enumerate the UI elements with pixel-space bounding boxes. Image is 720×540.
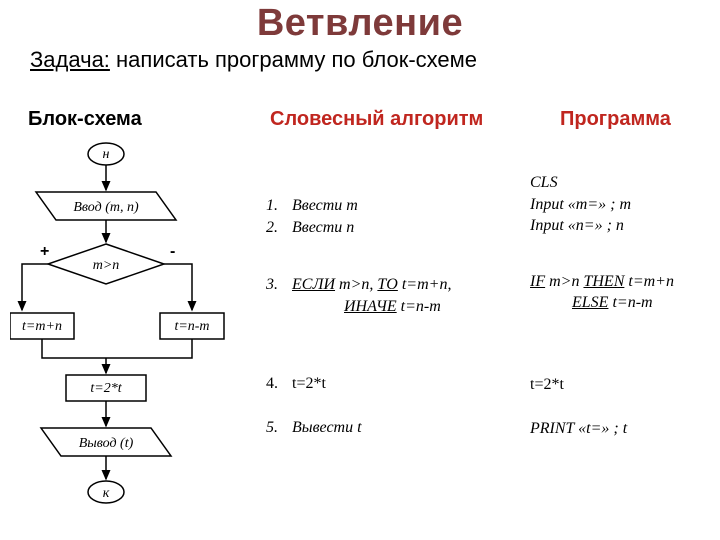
- prog-cond: m>n: [549, 273, 579, 290]
- prog-block-1: CLS Input «m=» ; m Input «n=» ; n: [530, 172, 720, 237]
- alg-step-2: 2. Ввести n: [266, 217, 526, 239]
- alg-else-expr: t=n-m: [401, 298, 441, 315]
- prog-line: CLS: [530, 172, 720, 194]
- task-label: Задача:: [30, 47, 110, 72]
- kw-then: THEN: [583, 273, 624, 290]
- alg-cond: m>n,: [339, 276, 373, 293]
- edge: [106, 339, 192, 358]
- prog-line: t=2*t: [530, 376, 564, 393]
- prog-line: PRINT «t=» ; t: [530, 420, 627, 437]
- col-header-program: Программа: [560, 108, 671, 131]
- alg-step-3: 3. ЕСЛИ m>n, ТО t=m+n, ИНАЧЕ t=n-m: [266, 274, 526, 317]
- alg-text: ЕСЛИ m>n, ТО t=m+n, ИНАЧЕ t=n-m: [292, 274, 451, 317]
- verbal-algorithm: 1. Ввести m 2. Ввести n 3. ЕСЛИ m>n, ТО …: [266, 195, 526, 439]
- alg-num: 1.: [266, 195, 292, 217]
- task-rest: написать программу по блок-схеме: [110, 47, 477, 72]
- program-code: CLS Input «m=» ; m Input «n=» ; n IF m>n…: [530, 172, 720, 439]
- node-left-label: t=m+n: [22, 319, 62, 334]
- col-header-flowchart: Блок-схема: [28, 108, 142, 131]
- node-decision-label: m>n: [93, 258, 120, 273]
- kw-if: IF: [530, 273, 545, 290]
- node-right-label: t=n-m: [174, 319, 209, 334]
- kw-then: ТО: [377, 276, 397, 293]
- alg-text: Вывести t: [292, 417, 362, 439]
- node-end-label: к: [103, 486, 110, 501]
- alg-step-1: 1. Ввести m: [266, 195, 526, 217]
- task-line: Задача: написать программу по блок-схеме: [0, 47, 720, 73]
- alg-step-4: 4. t=2*t: [266, 373, 526, 395]
- alg-num: 4.: [266, 373, 292, 395]
- node-mult-label: t=2*t: [90, 381, 122, 396]
- prog-block-2: IF m>n THEN t=m+n ELSE t=n-m: [530, 271, 720, 314]
- prog-then: t=m+n: [628, 273, 674, 290]
- alg-text: t=2*t: [292, 373, 326, 395]
- alg-text: Ввести n: [292, 217, 354, 239]
- edge: [22, 264, 48, 310]
- decision-plus: +: [40, 243, 49, 260]
- prog-block-4: PRINT «t=» ; t: [530, 418, 720, 440]
- node-output-label: Вывод (t): [79, 436, 134, 451]
- decision-minus: -: [170, 243, 175, 260]
- alg-then-expr: t=m+n,: [402, 276, 452, 293]
- edge: [164, 264, 192, 310]
- alg-num: 5.: [266, 417, 292, 439]
- flowchart: н Ввод (m, n) m>n + - t=m+n t=n-m t=2*t …: [10, 140, 240, 525]
- prog-line: Input «n=» ; n: [530, 215, 720, 237]
- alg-num: 3.: [266, 274, 292, 317]
- prog-else: t=n-m: [612, 294, 652, 311]
- title-text: Ветвление: [257, 2, 463, 44]
- kw-if: ЕСЛИ: [292, 276, 335, 293]
- node-input-label: Ввод (m, n): [73, 200, 139, 215]
- kw-else: ELSE: [572, 294, 608, 311]
- kw-else: ИНАЧЕ: [344, 298, 397, 315]
- page-title: Ветвление: [0, 0, 720, 45]
- prog-line: Input «m=» ; m: [530, 194, 720, 216]
- alg-num: 2.: [266, 217, 292, 239]
- col-header-algorithm: Словесный алгоритм: [270, 108, 483, 131]
- prog-block-3: t=2*t: [530, 374, 720, 396]
- alg-step-5: 5. Вывести t: [266, 417, 526, 439]
- alg-text: Ввести m: [292, 195, 358, 217]
- node-start-label: н: [103, 147, 110, 162]
- edge: [42, 339, 106, 358]
